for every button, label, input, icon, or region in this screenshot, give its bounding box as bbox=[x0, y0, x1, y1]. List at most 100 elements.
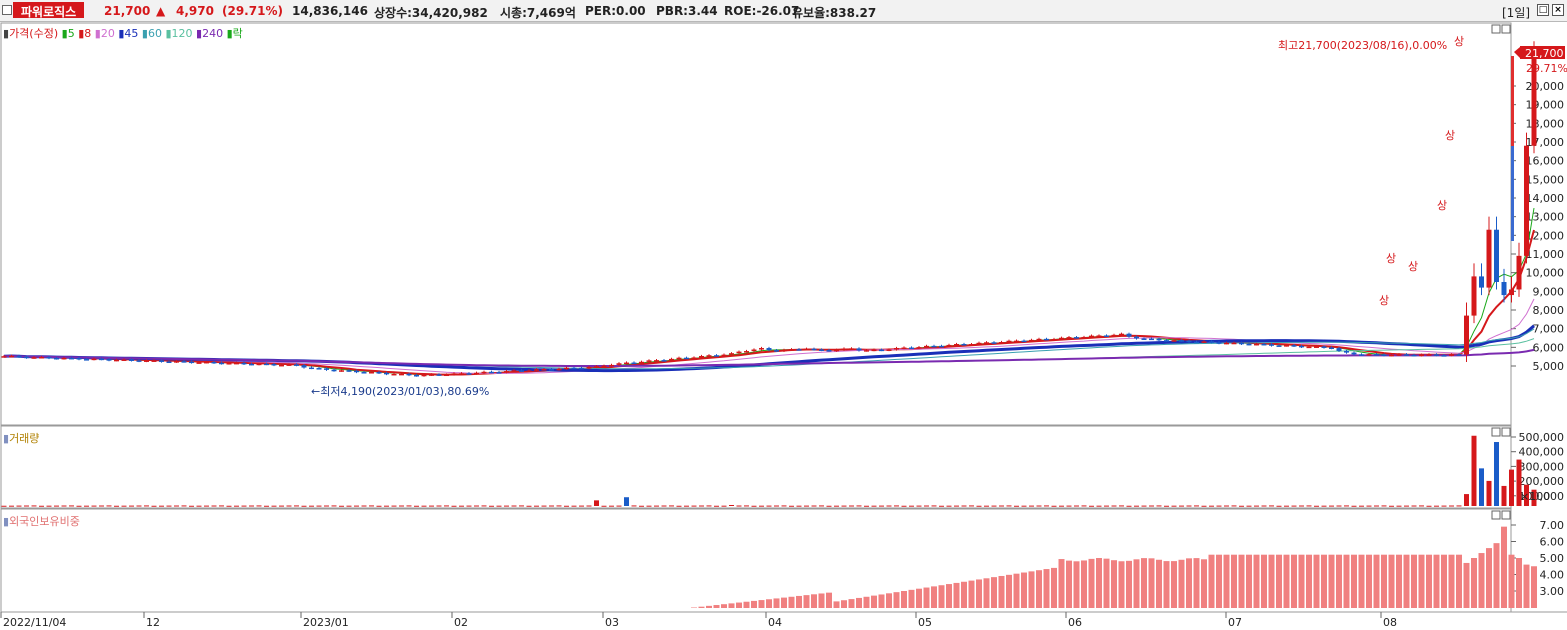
volume-bar bbox=[1314, 505, 1319, 507]
volume-bar bbox=[1524, 484, 1529, 506]
foreign-bar bbox=[1306, 554, 1312, 608]
foreign-bar bbox=[1186, 558, 1192, 608]
volume-bar bbox=[564, 505, 569, 507]
candle bbox=[1509, 289, 1514, 296]
foreign-tick-label: 4.00 bbox=[1540, 569, 1565, 582]
volume-bar bbox=[99, 505, 104, 507]
volume-bar bbox=[796, 505, 802, 507]
price-change: 4,970 bbox=[176, 4, 214, 18]
volume-bar bbox=[579, 505, 584, 507]
candle bbox=[834, 349, 839, 352]
foreign-bar bbox=[1081, 560, 1087, 608]
foreign-bar bbox=[1141, 558, 1147, 608]
volume-bar bbox=[1171, 505, 1177, 507]
volume-bar bbox=[1291, 505, 1297, 507]
foreign-bar bbox=[1231, 554, 1237, 608]
volume-bar bbox=[946, 505, 952, 507]
foreign-bar bbox=[1028, 571, 1035, 608]
candle bbox=[114, 359, 119, 362]
volume-bar bbox=[301, 505, 307, 507]
current-pct-label: 29.71% bbox=[1526, 62, 1567, 75]
volume-bar bbox=[1216, 505, 1222, 507]
candle bbox=[894, 347, 899, 350]
foreign-bar bbox=[1321, 554, 1327, 608]
candle bbox=[1171, 340, 1177, 342]
panel-min-icon bbox=[1491, 24, 1501, 34]
volume-bar bbox=[1059, 505, 1064, 507]
volume-bar bbox=[699, 505, 704, 507]
candle bbox=[1216, 342, 1222, 344]
foreign-bar bbox=[1336, 554, 1342, 608]
close-icon[interactable]: × bbox=[1552, 4, 1564, 16]
volume-bar bbox=[646, 505, 652, 507]
volume-bar bbox=[54, 505, 59, 507]
maximize-icon[interactable]: □ bbox=[1537, 4, 1549, 16]
volume-bar bbox=[1201, 505, 1207, 507]
volume-bar bbox=[984, 505, 989, 507]
volume-bar bbox=[1246, 505, 1252, 507]
volume-tick-label: 300,000 bbox=[1519, 460, 1565, 473]
foreign-bars bbox=[691, 526, 1537, 608]
foreign-bar bbox=[1501, 526, 1507, 608]
candle bbox=[1194, 341, 1199, 344]
select-checkbox[interactable] bbox=[2, 5, 12, 15]
volume-bar bbox=[1066, 505, 1072, 507]
candle bbox=[616, 363, 622, 365]
period-selector[interactable]: [1일] bbox=[1502, 6, 1531, 20]
candle bbox=[1291, 345, 1297, 347]
candle bbox=[1411, 354, 1417, 357]
foreign-y-axis: 7.00 6.00 5.00 4.00 3.00 bbox=[1511, 519, 1564, 598]
volume-unit: ×100 bbox=[1520, 490, 1550, 503]
foreign-bar bbox=[1276, 554, 1282, 608]
panel-close-icon bbox=[1501, 427, 1511, 437]
candle bbox=[354, 370, 359, 373]
volume-bar bbox=[1351, 505, 1357, 507]
candle bbox=[534, 369, 539, 371]
candle bbox=[676, 357, 682, 360]
candle bbox=[69, 357, 74, 360]
volume-bar bbox=[144, 505, 149, 507]
candle bbox=[481, 371, 487, 374]
candle bbox=[249, 363, 254, 366]
volume-bar bbox=[1119, 505, 1124, 507]
candle bbox=[1524, 145, 1529, 256]
candle bbox=[286, 364, 292, 366]
volume-bar bbox=[256, 505, 262, 507]
candle bbox=[579, 367, 584, 370]
volume-bar bbox=[954, 505, 959, 507]
volume-bar bbox=[129, 505, 134, 507]
foreign-bar bbox=[1433, 554, 1440, 608]
foreign-bar bbox=[1051, 567, 1057, 608]
volume-bars bbox=[1, 435, 1537, 507]
stock-name[interactable]: 파워로직스 bbox=[13, 2, 85, 19]
volume-bar bbox=[316, 505, 322, 507]
candle bbox=[1164, 340, 1169, 342]
current-price-tag bbox=[1520, 46, 1565, 59]
volume-bar bbox=[16, 505, 22, 507]
candle bbox=[699, 355, 704, 358]
foreign-bar bbox=[1283, 554, 1290, 608]
foreign-bar bbox=[1448, 554, 1455, 608]
limit-up-marker: 상 bbox=[1386, 252, 1396, 265]
volume-bar bbox=[1081, 505, 1087, 507]
candle bbox=[1179, 340, 1184, 342]
volume-bar bbox=[834, 505, 839, 507]
volume-bar bbox=[436, 505, 442, 507]
volume-bar bbox=[549, 505, 554, 507]
volume-bar bbox=[1306, 505, 1312, 507]
volume-bar bbox=[466, 505, 472, 507]
x-axis-label: 03 bbox=[605, 616, 619, 629]
volume-bar bbox=[384, 505, 389, 507]
volume-bar bbox=[211, 505, 217, 507]
price-tick-label: 19,000 bbox=[1526, 99, 1565, 112]
volume-bar bbox=[909, 505, 914, 507]
foreign-bar bbox=[946, 584, 952, 608]
foreign-bar bbox=[1313, 554, 1320, 608]
candle bbox=[1501, 282, 1507, 296]
panel-close-icon bbox=[1501, 24, 1511, 34]
ma8-line bbox=[3, 229, 1535, 376]
foreign-bar bbox=[1111, 560, 1117, 608]
candle bbox=[1314, 346, 1319, 348]
candle bbox=[301, 365, 307, 368]
